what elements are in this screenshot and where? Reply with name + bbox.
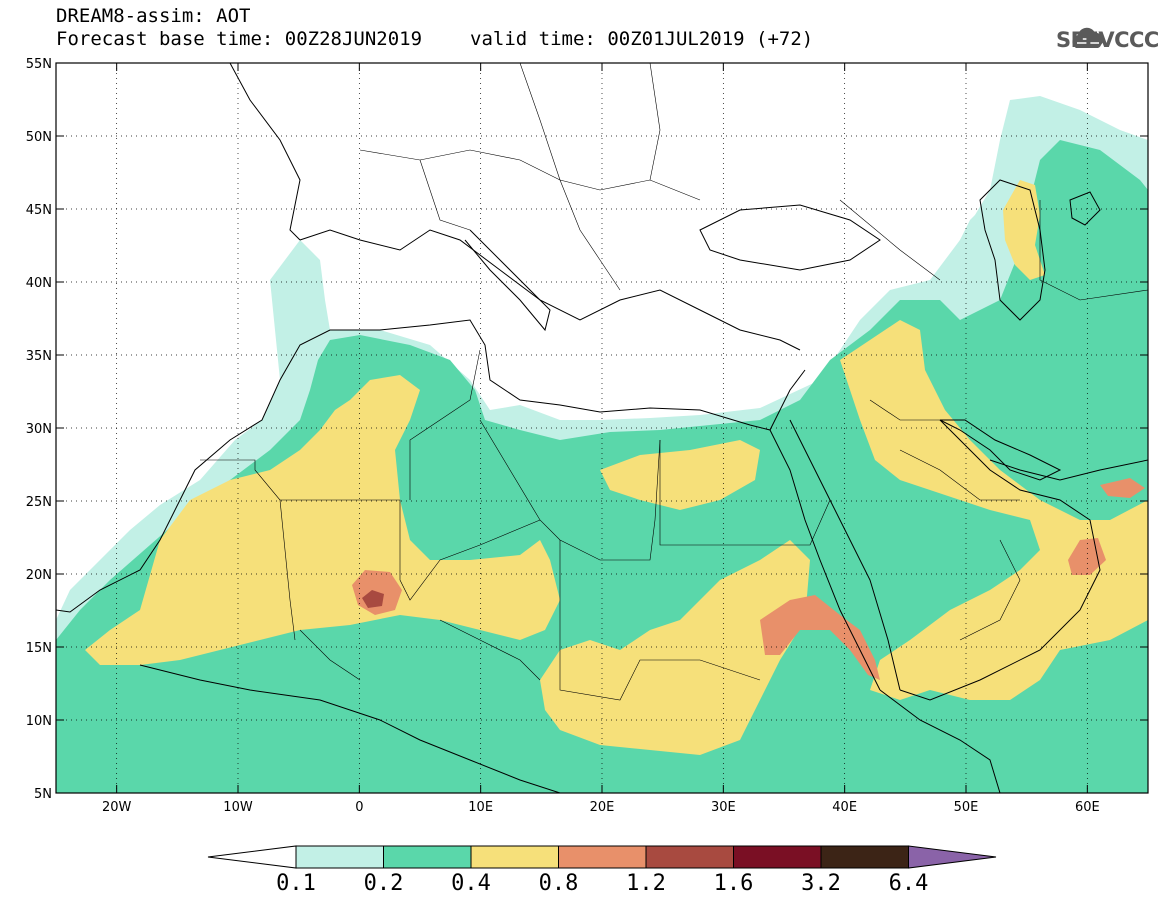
base-time: Forecast base time: 00Z28JUN2019 (56, 28, 423, 50)
colorbar-labels: 0.1 0.2 0.4 0.8 1.2 1.6 3.2 6.4 (276, 871, 928, 896)
valid-time: valid time: 00Z01JUL2019 (+72) (470, 28, 814, 50)
aot-band-0-8-sudan (760, 595, 880, 680)
colorbar-bin (295, 845, 384, 869)
lat-tick-label: 30N (26, 422, 52, 437)
lat-tick-label: 25N (26, 495, 52, 510)
lat-tick-label: 20N (26, 568, 52, 583)
colorbar-bin (383, 845, 472, 869)
borders (200, 63, 1148, 701)
lon-tick-label: 30E (711, 800, 736, 815)
colorbar-level-label: 3.2 (801, 871, 841, 896)
aot-band-0-8-iran (1100, 478, 1145, 498)
aot-band-0-4-central (540, 540, 810, 755)
lat-tick-label: 5N (34, 787, 52, 802)
coastlines (56, 63, 1148, 793)
colorbar-bin (645, 845, 734, 869)
aot-band-0-8-oman (1068, 538, 1106, 575)
colorbar-level-label: 0.2 (364, 871, 404, 896)
aot-field (56, 96, 1148, 793)
colorbar-high-arrow (908, 845, 997, 869)
colorbar-level-label: 0.8 (539, 871, 579, 896)
aot-band-0-4-caspian (1003, 180, 1045, 280)
colorbar-bin (820, 845, 909, 869)
lon-tick-label: 40E (832, 800, 857, 815)
lon-tick-label: 60E (1075, 800, 1100, 815)
aot-band-1-2-mali (362, 590, 384, 608)
lon-tick-label: 50E (954, 800, 979, 815)
map-title: DREAM8-assim: AOT (56, 5, 251, 27)
lat-tick-label: 50N (26, 130, 52, 145)
axis-ticks (56, 62, 1148, 794)
lon-tick-label: 20W (102, 800, 132, 815)
lat-tick-label: 55N (26, 57, 52, 72)
forecast-times: Forecast base time: 00Z28JUN2019 valid ti… (56, 29, 813, 49)
colorbar-level-label: 1.2 (626, 871, 666, 896)
longitude-labels: 20W 10W 0 10E 20E 30E 40E 50E 60E (102, 800, 1100, 815)
colorbar (207, 845, 997, 869)
lat-tick-label: 45N (26, 203, 52, 218)
colorbar-level-label: 0.4 (451, 871, 491, 896)
aot-band-0-2 (56, 140, 1148, 793)
lon-tick-label: 10E (468, 800, 493, 815)
colorbar-bin (558, 845, 647, 869)
cloud-icon (1072, 27, 1104, 48)
colorbar-level-label: 0.1 (276, 871, 316, 896)
colorbar-low-arrow (207, 845, 297, 869)
lat-tick-label: 35N (26, 349, 52, 364)
colorbar-bin (733, 845, 822, 869)
lon-tick-label: 20E (590, 800, 615, 815)
latitude-labels: 55N 50N 45N 40N 35N 30N 25N 20N 15N 10N 5N (26, 57, 52, 802)
aot-band-0-1-north (935, 195, 1010, 300)
colorbar-bin (470, 845, 559, 869)
logo-text: SEEVCCC (1056, 28, 1159, 52)
lat-tick-label: 40N (26, 276, 52, 291)
aot-band-0-4-egypt (600, 440, 760, 510)
aot-band-0-4-west (85, 375, 560, 665)
lon-tick-label: 10W (223, 800, 253, 815)
aot-band-0-4-arabia (840, 320, 1148, 700)
lon-tick-label: 0 (355, 800, 363, 815)
lat-tick-label: 15N (26, 641, 52, 656)
colorbar-level-label: 6.4 (889, 871, 929, 896)
lat-tick-label: 10N (26, 714, 52, 729)
colorbar-level-label: 1.6 (714, 871, 754, 896)
